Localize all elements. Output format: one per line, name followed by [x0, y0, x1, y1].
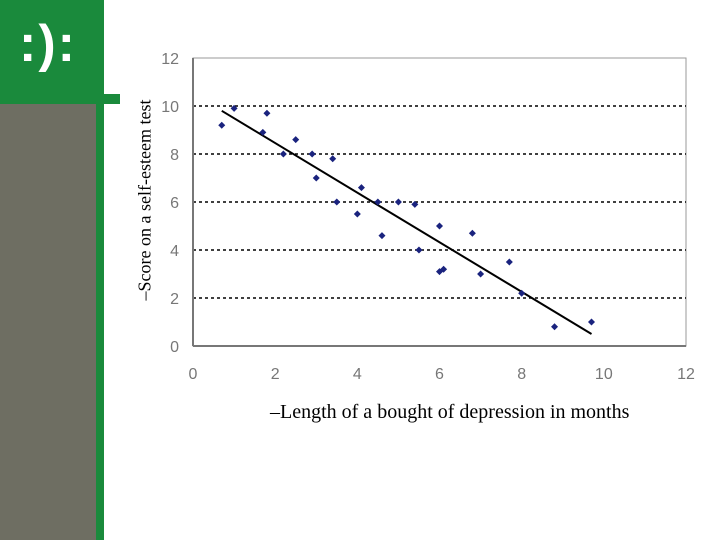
y-tick-label: 8: [170, 147, 179, 164]
x-tick-label: 0: [189, 366, 198, 383]
data-point: [333, 198, 341, 206]
y-tick-label: 0: [170, 339, 179, 356]
data-point: [292, 136, 300, 144]
data-point: [394, 198, 402, 206]
grid-lines: [193, 105, 686, 299]
data-point: [308, 150, 316, 158]
x-tick-label: 4: [353, 366, 362, 383]
data-point: [378, 232, 386, 240]
trend-line: [221, 109, 593, 335]
data-point: [477, 270, 485, 278]
data-point: [588, 318, 596, 326]
y-tick-label: 4: [170, 243, 179, 260]
data-point: [411, 200, 419, 208]
data-point: [329, 155, 337, 163]
data-point: [551, 323, 559, 331]
sidebar-accent-stripe: [96, 104, 104, 540]
data-point: [259, 128, 267, 136]
x-tick-label: 8: [517, 366, 526, 383]
data-point: [353, 210, 361, 218]
y-tick-label: 10: [161, 99, 179, 116]
data-point: [436, 222, 443, 230]
data-point: [357, 184, 365, 192]
x-tick-label: 2: [271, 366, 280, 383]
y-axis-label: –Score on a self-esteem test: [134, 99, 155, 301]
data-point: [374, 198, 382, 206]
x-tick-label: 6: [435, 366, 444, 383]
x-axis-label: –Length of a bought of depression in mon…: [270, 401, 630, 423]
data-point: [505, 258, 513, 266]
data-point: [415, 246, 423, 254]
data-point: [279, 150, 287, 158]
data-point: [518, 289, 526, 297]
data-point: [440, 265, 448, 273]
x-tick-labels: 0 2 4 6 8 10 12: [189, 366, 695, 383]
sidebar-accent-tab: [96, 94, 120, 104]
data-point: [263, 109, 271, 117]
data-point: [312, 174, 320, 182]
x-tick-label: 12: [677, 366, 695, 383]
data-points: [218, 104, 596, 331]
x-tick-label: 10: [595, 366, 613, 383]
data-point: [468, 229, 476, 237]
data-point: [230, 104, 238, 112]
y-tick-labels: 0 2 4 6 8 10 12: [161, 51, 179, 356]
y-tick-label: 12: [161, 51, 179, 68]
y-tick-label: 2: [170, 291, 179, 308]
data-point: [218, 121, 226, 129]
sidebar-gray-panel: [0, 104, 96, 540]
smiley-logo: :):: [19, 15, 77, 73]
y-tick-label: 6: [170, 195, 179, 212]
